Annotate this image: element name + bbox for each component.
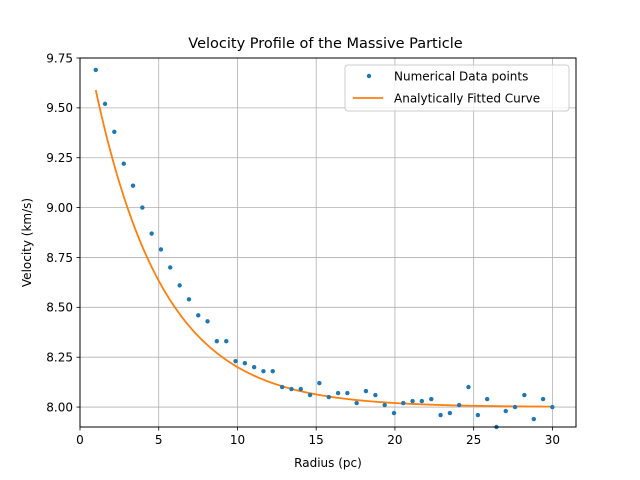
y-tick-label: 8.75 (46, 251, 73, 265)
data-point (503, 408, 508, 414)
x-tick-label: 10 (230, 433, 245, 447)
data-point (279, 384, 285, 390)
fitted-curve-layer (94, 89, 553, 408)
data-points-layer (93, 67, 555, 430)
data-point (363, 388, 369, 394)
data-point (540, 396, 546, 402)
data-point (391, 410, 397, 416)
data-point (512, 404, 518, 410)
x-axis-label: Radius (pc) (294, 456, 362, 470)
x-tick-label: 15 (309, 433, 324, 447)
data-point (158, 247, 164, 252)
y-tick-label: 8.50 (46, 301, 73, 315)
data-point (168, 265, 173, 270)
plot-frame (79, 57, 577, 428)
data-point (345, 390, 350, 396)
data-point (140, 205, 145, 210)
data-point (224, 339, 229, 344)
x-tick-label: 30 (545, 433, 560, 447)
data-point (410, 398, 415, 404)
data-point (335, 390, 341, 396)
data-point (382, 402, 387, 408)
x-tick-label: 25 (466, 433, 481, 447)
x-tick-label: 20 (387, 433, 402, 447)
data-point (233, 358, 238, 364)
x-tick-label: 5 (155, 433, 163, 447)
data-point (196, 313, 201, 318)
legend-label-data-points: Numerical Data points (394, 70, 528, 84)
data-point (102, 101, 108, 107)
data-point (242, 360, 248, 366)
data-point (419, 398, 425, 404)
data-point (214, 339, 220, 344)
data-point (317, 380, 322, 386)
y-tick-label: 8.00 (46, 400, 73, 414)
data-point (456, 402, 462, 408)
y-axis-label: Velocity (km/s) (20, 198, 34, 287)
data-point (550, 404, 555, 410)
data-point (429, 396, 434, 402)
data-point (205, 319, 210, 324)
data-point (401, 400, 406, 406)
data-point (112, 129, 117, 134)
y-tick-label: 9.50 (46, 101, 73, 115)
data-point (307, 392, 313, 398)
y-tick-label: 9.00 (46, 201, 73, 215)
data-point (466, 384, 471, 390)
legend-scatter-marker (366, 73, 372, 79)
data-point (261, 368, 266, 374)
data-point (149, 231, 154, 236)
data-point (522, 392, 527, 398)
data-point (177, 283, 182, 288)
axis-ticks: 0 5 10 15 20 25 30 8.00 8.25 8.50 8.75 9.00 9.25 9.50… (46, 51, 560, 447)
data-point (438, 412, 443, 418)
data-point (447, 410, 453, 416)
data-point (475, 412, 481, 418)
data-point (326, 394, 331, 400)
fitted-curve-line (94, 89, 553, 408)
y-tick-label: 9.25 (46, 151, 73, 165)
data-point (130, 183, 136, 188)
y-tick-label: 9.75 (46, 51, 73, 65)
data-point (531, 416, 536, 422)
data-point (186, 297, 192, 302)
data-point (270, 368, 275, 374)
data-point (373, 392, 378, 398)
data-point (484, 396, 490, 402)
chart-title: Velocity Profile of the Massive Particle (188, 36, 462, 52)
x-tick-label: 0 (76, 433, 84, 447)
data-point (121, 161, 126, 166)
data-point (354, 400, 359, 406)
data-point (93, 67, 98, 73)
legend: Numerical Data points Analytically Fitte… (344, 64, 570, 112)
data-point (298, 386, 303, 392)
y-tick-label: 8.25 (46, 350, 73, 364)
legend-label-fitted-curve: Analytically Fitted Curve (394, 92, 540, 106)
legend-box (344, 64, 570, 112)
data-point (289, 386, 294, 392)
data-point (251, 364, 257, 370)
